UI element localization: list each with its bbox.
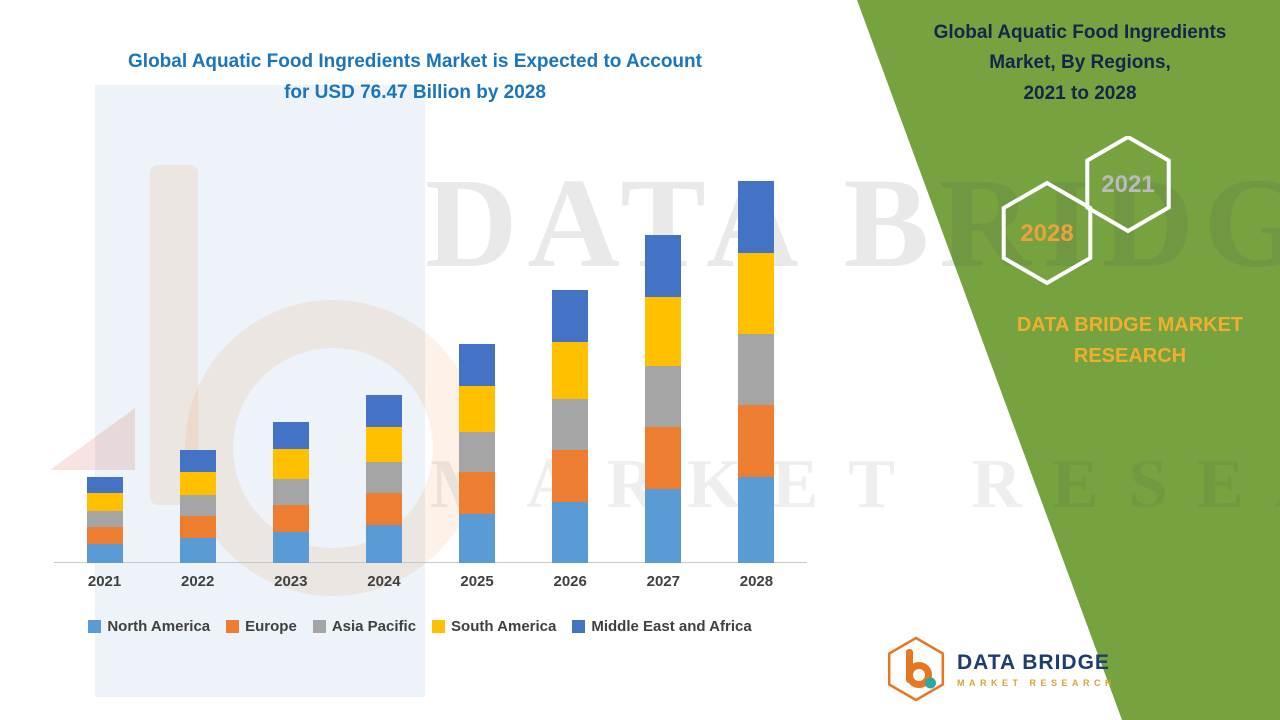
legend-item: Europe bbox=[226, 618, 297, 635]
bar-segment-asia-pacific bbox=[459, 431, 496, 472]
panel-brand-line1: DATA BRIDGE MARKET bbox=[1016, 314, 1244, 336]
bar-segment-south-america bbox=[738, 253, 775, 334]
bar-segment-south-america bbox=[272, 449, 309, 479]
bar-segment-south-america bbox=[86, 493, 123, 511]
databridge-logo: DATA BRIDGE MARKET RESEARCH bbox=[885, 632, 1116, 706]
bar-segment-north-america bbox=[365, 525, 402, 563]
bar-segment-asia-pacific bbox=[738, 333, 775, 405]
hexagon-2028-label: 2028 bbox=[1020, 220, 1073, 247]
bar-segment-north-america bbox=[459, 513, 496, 563]
bar-segment-middle-east-and-africa bbox=[179, 450, 216, 472]
panel-brand-line2: RESEARCH bbox=[1073, 345, 1187, 367]
bar-segment-europe bbox=[179, 516, 216, 538]
bar-segment-asia-pacific bbox=[272, 478, 309, 505]
chart-title: Global Aquatic Food Ingredients Market i… bbox=[0, 46, 830, 109]
legend-label: Europe bbox=[245, 618, 297, 635]
bar-segment-middle-east-and-africa bbox=[365, 395, 402, 427]
bar-segment-asia-pacific bbox=[365, 462, 402, 493]
bar-segment-north-america bbox=[272, 531, 309, 563]
chart-legend: North America Europe Asia Pacific South Ame… bbox=[0, 618, 840, 635]
bar-segment-europe bbox=[86, 527, 123, 544]
bar-segment-middle-east-and-africa bbox=[645, 234, 682, 297]
bar-segment-middle-east-and-africa bbox=[459, 344, 496, 386]
databridge-logo-icon bbox=[887, 636, 945, 702]
bar-segment-middle-east-and-africa bbox=[552, 289, 589, 342]
logo-text: DATA BRIDGE MARKET RESEARCH bbox=[957, 651, 1116, 688]
chart-title-line1: Global Aquatic Food Ingredients Market i… bbox=[128, 51, 702, 72]
chart-title-line2: for USD 76.47 Billion by 2028 bbox=[284, 82, 546, 104]
legend-swatch bbox=[226, 620, 240, 633]
bar-segment-north-america bbox=[552, 501, 589, 563]
legend-item: Middle East and Africa bbox=[572, 618, 752, 635]
logo-subtitle: MARKET RESEARCH bbox=[957, 677, 1117, 688]
legend-item: South America bbox=[432, 618, 556, 635]
x-axis-label: 2026 bbox=[553, 573, 587, 590]
bar-segment-europe bbox=[645, 426, 682, 489]
legend-swatch bbox=[432, 620, 446, 633]
legend-swatch bbox=[88, 620, 102, 633]
logo-teal-dot bbox=[925, 677, 936, 689]
x-axis-line bbox=[54, 562, 807, 563]
bar-segment-europe bbox=[459, 472, 496, 514]
bar-segment-north-america bbox=[86, 543, 123, 563]
bar-segment-middle-east-and-africa bbox=[86, 476, 123, 493]
bar-segment-south-america bbox=[459, 385, 496, 432]
x-axis-label: 2024 bbox=[367, 573, 401, 590]
bar-segment-south-america bbox=[179, 471, 216, 495]
legend-label: Asia Pacific bbox=[331, 618, 417, 635]
panel-heading-line2: Market, By Regions, bbox=[989, 52, 1171, 74]
bar-segment-asia-pacific bbox=[86, 511, 123, 527]
bar-segment-europe bbox=[272, 504, 309, 532]
x-axis-label: 2021 bbox=[87, 573, 122, 590]
legend-swatch bbox=[312, 620, 326, 633]
bar-segment-south-america bbox=[552, 341, 589, 399]
legend-label: South America bbox=[451, 618, 557, 635]
x-axis-label: 2025 bbox=[460, 573, 494, 590]
panel-heading: Global Aquatic Food Ingredients Market, … bbox=[905, 18, 1255, 109]
year-hexagons: 2021 2028 bbox=[1001, 136, 1171, 286]
bar-segment-asia-pacific bbox=[179, 495, 216, 516]
bar-segment-europe bbox=[552, 449, 589, 502]
bar-segment-asia-pacific bbox=[645, 366, 682, 427]
panel-heading-line1: Global Aquatic Food Ingredients bbox=[933, 22, 1227, 43]
legend-item: North America bbox=[88, 618, 210, 635]
legend-label: Middle East and Africa bbox=[591, 618, 752, 635]
bar-segment-europe bbox=[738, 404, 775, 477]
bar-segment-north-america bbox=[738, 477, 775, 563]
legend-item: Asia Pacific bbox=[312, 618, 417, 635]
x-axis-label: 2027 bbox=[646, 573, 680, 590]
x-axis-label: 2028 bbox=[739, 573, 774, 590]
x-axis-label: 2022 bbox=[181, 573, 215, 590]
hexagon-2021-label: 2021 bbox=[1101, 171, 1154, 198]
bar-segment-middle-east-and-africa bbox=[272, 422, 309, 449]
logo-b-bowl bbox=[906, 662, 932, 688]
panel-brand-text: DATA BRIDGE MARKET RESEARCH bbox=[985, 310, 1275, 372]
x-axis-label: 2023 bbox=[274, 573, 308, 590]
bar-segment-south-america bbox=[645, 297, 682, 366]
panel-heading-line3: 2021 to 2028 bbox=[1023, 82, 1137, 104]
bar-segment-europe bbox=[365, 493, 402, 525]
bar-segment-south-america bbox=[365, 426, 402, 462]
bar-segment-middle-east-and-africa bbox=[738, 180, 775, 253]
legend-swatch bbox=[572, 620, 586, 633]
stacked-bar-chart: 2021 2022 2023 2024 2025 2026 2027 2028 bbox=[54, 163, 807, 590]
bar-segment-north-america bbox=[645, 489, 682, 563]
bar-segment-asia-pacific bbox=[552, 399, 589, 450]
logo-name: DATA BRIDGE bbox=[957, 650, 1110, 674]
hexagon-2028 bbox=[1001, 180, 1093, 286]
legend-label: North America bbox=[107, 618, 211, 635]
bar-segment-north-america bbox=[179, 537, 216, 563]
